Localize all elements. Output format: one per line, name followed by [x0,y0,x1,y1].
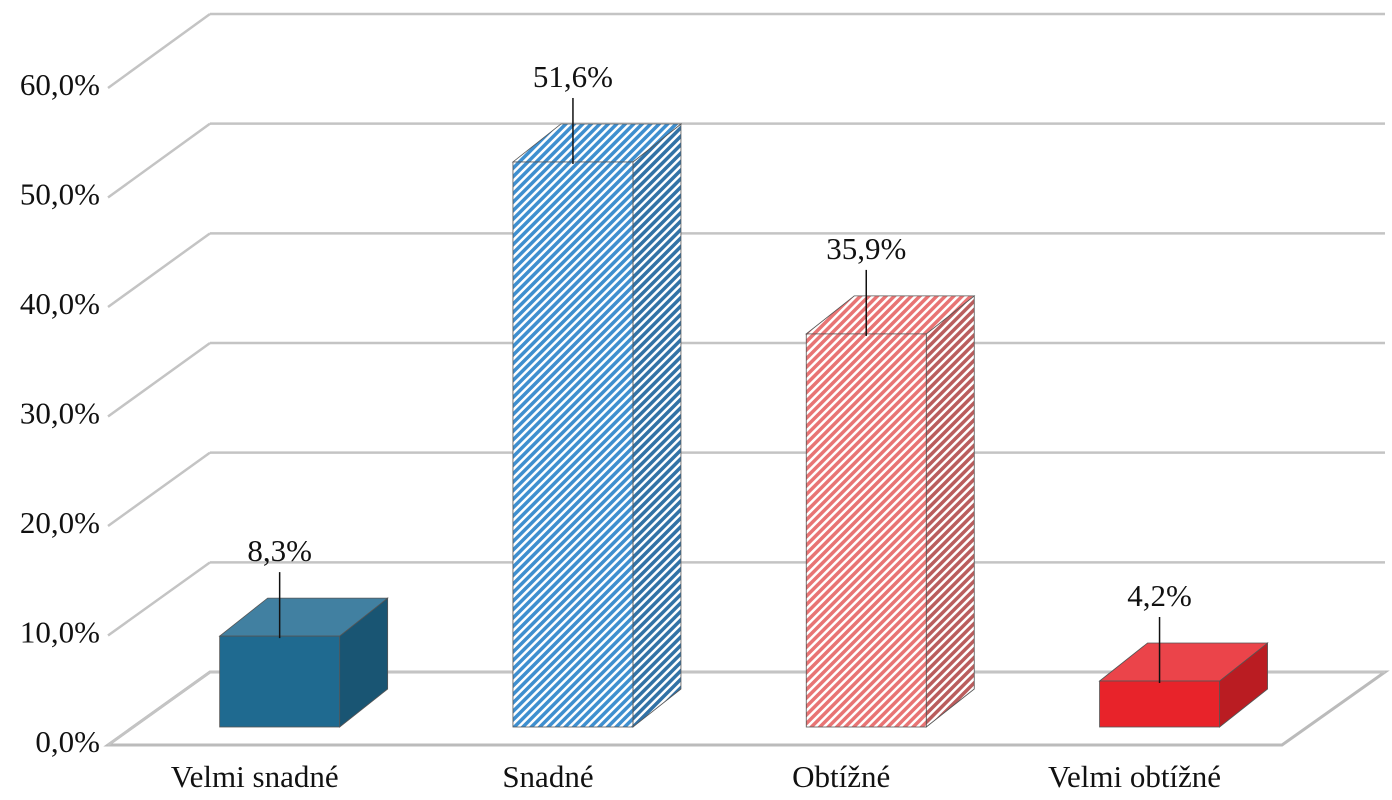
bar-front [512,161,634,728]
bar-front [219,635,341,728]
data-label: 4,2% [1127,578,1192,613]
y-tick-label: 20,0% [20,505,100,540]
bar [805,295,976,728]
grid-line-side [107,341,211,418]
y-tick-label: 40,0% [20,286,100,321]
bar [1098,642,1269,728]
grid-line-side [107,561,211,637]
y-tick-label: 0,0% [35,724,100,759]
bar [218,597,389,728]
x-tick-label: Velmi obtížné [1048,759,1221,794]
grid-line-side [107,122,211,199]
y-tick-label: 60,0% [20,67,100,102]
grid-line-side [107,451,211,528]
data-label: 8,3% [247,533,312,568]
y-tick-label: 50,0% [20,177,100,212]
data-label: 51,6% [533,59,613,94]
x-tick-label: Obtížné [792,759,890,794]
bar-side [632,123,682,728]
bar-front [1099,680,1220,728]
y-tick-label: 10,0% [20,615,100,650]
grid-line-side [107,232,211,309]
bar-side [925,295,975,728]
bar-front [805,333,927,728]
x-tick-label: Snadné [502,759,593,794]
grid-line-side [107,670,211,747]
grid-line-side [107,12,211,90]
y-tick-label: 30,0% [20,396,100,431]
data-label: 35,9% [826,231,906,266]
x-tick-label: Velmi snadné [171,759,339,794]
bar [511,123,683,728]
